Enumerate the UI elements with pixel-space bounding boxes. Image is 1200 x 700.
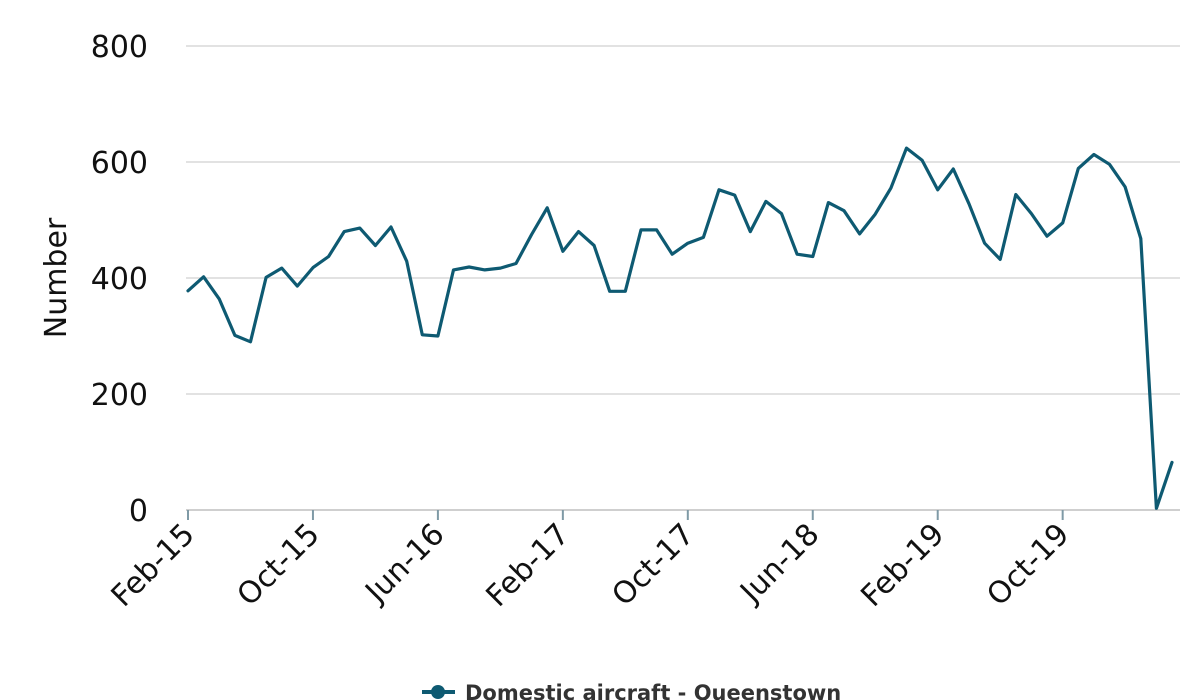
x-tick-label-Jun-18: Jun-18	[732, 517, 826, 611]
x-tick-label-Oct-19: Oct-19	[980, 517, 1076, 613]
y-tick-label-600: 600	[91, 146, 148, 181]
axes	[186, 509, 1180, 520]
legend: Domestic aircraft - Queenstown	[422, 681, 841, 700]
series-line-domestic-aircraft-queenstown	[186, 146, 1174, 510]
legend-label: Domestic aircraft - Queenstown	[465, 681, 841, 700]
gridlines	[186, 45, 1180, 395]
x-tick-label-Oct-15: Oct-15	[231, 517, 327, 613]
y-tick-label-800: 800	[91, 30, 148, 65]
x-tick-label-Feb-19: Feb-19	[854, 517, 951, 614]
series-layer	[186, 146, 1174, 510]
x-tick-labels: Feb-15 Oct-15 Jun-16 Feb-17 Oct-17 Jun-18 Feb-…	[105, 517, 1077, 614]
x-tick-label-Oct-17: Oct-17	[605, 517, 701, 613]
y-tick-label-400: 400	[91, 262, 148, 297]
y-tick-labels: 0 200 400 600 800	[91, 30, 148, 529]
y-axis-title: Number	[39, 217, 74, 338]
x-tick-label-Feb-15: Feb-15	[105, 517, 202, 614]
y-tick-label-200: 200	[91, 378, 148, 413]
legend-marker-icon	[431, 685, 445, 699]
x-tick-label-Jun-16: Jun-16	[358, 517, 452, 611]
y-tick-label-0: 0	[129, 494, 148, 529]
x-tick-label-Feb-17: Feb-17	[480, 517, 577, 614]
